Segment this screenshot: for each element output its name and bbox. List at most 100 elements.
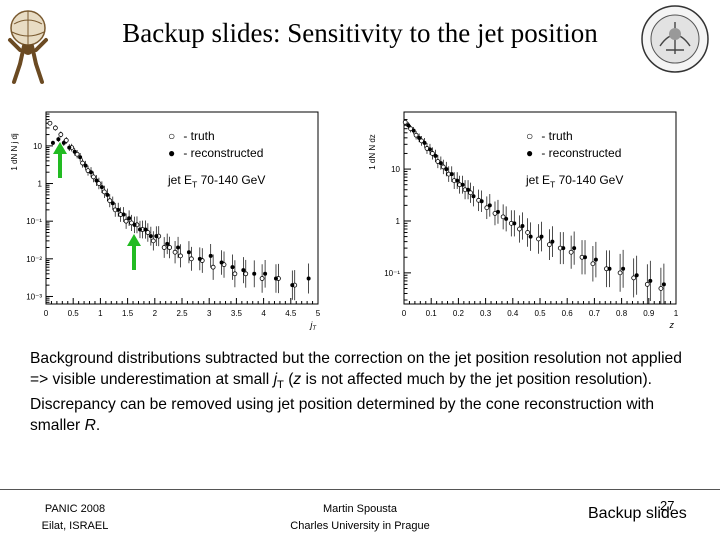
reco-point [406,123,411,128]
reco-point [197,256,202,261]
x-tick-label: 4 [261,309,266,318]
footer-conference: PANIC 2008 Eilat, ISRAEL [41,503,109,532]
x-tick-label: 0 [44,309,49,318]
reco-point [422,140,427,145]
x-tick-label: 1 [98,309,103,318]
legend-truth-marker: ○ [526,129,534,143]
reco-point [165,241,170,246]
slide-title: Backup slides: Sensitivity to the jet po… [122,18,598,48]
legend-reco-marker: ● [168,146,176,160]
plot-jt: 0 0.5 1 1.5 2 2.5 3 3.5 4 4.5 5 10⁻³ 10⁻² 10⁻¹ 1 10 jT 1 … [8,108,330,332]
truth-point [101,189,107,195]
x-tick-label: 3.5 [231,309,243,318]
truth-point [402,119,408,125]
reco-point [495,209,500,214]
x-tick-label: 1.5 [122,309,134,318]
reco-point [78,155,83,160]
reco-point [593,257,598,262]
reco-point [132,222,137,227]
truth-point [129,220,134,226]
reco-point [583,255,588,260]
legend-z: ○ - truth ● - reconstructed [526,128,621,162]
reco-point [512,221,517,226]
reco-point [455,178,460,183]
x-tick-label: 0.2 [453,309,465,318]
truth-point [468,190,473,196]
truth-point [167,245,173,250]
truth-point [259,276,265,281]
x-tick-label: 0.6 [562,309,574,318]
reco-point [110,201,115,206]
x-tick-label: 3 [207,309,212,318]
truth-point [500,214,506,220]
truth-point [517,226,522,232]
truth-point [52,125,58,131]
legend-truth-label: - truth [180,129,215,143]
truth-point [58,132,64,137]
x-tick-label: 1 [674,309,679,318]
chart-jt: 0 0.5 1 1.5 2 2.5 3 3.5 4 4.5 5 10⁻³ 10⁻² 10⁻¹ 1 10 jT 1 … [10,111,321,332]
truth-point [47,120,53,126]
truth-point [525,230,531,235]
up-arrow-icon [53,142,67,178]
reco-point [417,135,422,140]
jet-et-annotation-jt: jet ET 70-140 GeV [168,173,266,190]
reco-point [634,273,639,278]
truth-point [74,151,80,157]
legend-reco-marker: ● [526,146,534,160]
truth-point [631,275,637,281]
x-tick-label: 0.4 [507,309,519,318]
truth-point [243,271,249,277]
reco-point [550,239,555,244]
jet-et-annotation-z: jet ET 70-140 GeV [526,173,624,190]
truth-point [590,261,596,267]
truth-point [210,264,216,270]
body-paragraph: Background distributions subtracted but … [30,350,682,434]
section-label: Backup slides [588,505,687,522]
footer-author: Martin Spousta Charles University in Pra… [290,503,430,532]
reco-point [427,147,432,152]
reco-point [127,216,132,221]
reco-point [607,266,612,271]
reco-point [479,199,484,204]
x-tick-label: 5 [316,309,321,318]
y-axis-label: 1 dN N dz [368,134,377,170]
truth-point [658,286,664,291]
y-tick-label: 10⁻¹ [26,217,42,226]
truth-point [484,205,490,211]
reco-point [219,260,224,265]
truth-point [536,236,541,242]
reco-point [105,192,110,197]
reco-point [72,149,77,154]
reco-point [520,224,525,229]
x-tick-label: 0.9 [643,309,655,318]
reco-point [89,170,94,175]
reco-point [143,227,148,232]
x-tick-label: 0.3 [480,309,492,318]
reco-point [487,203,492,208]
y-tick-label: 1 [38,180,43,189]
truth-point [161,245,167,250]
x-tick-label: 0.7 [589,309,601,318]
plot-z: 0 0.1 0.2 0.3 0.4 0.5 0.6 0.7 0.8 0.9 1 10⁻¹ 1 10 z 1 d… [366,108,688,330]
reco-point [230,265,235,270]
reco-point [67,145,72,150]
reco-point [460,182,465,187]
reco-point [504,216,509,221]
y-tick-label: 10⁻² [26,255,42,264]
x-axis-label: jT [309,320,317,330]
reco-point [61,140,66,145]
truth-point [150,238,156,244]
reco-point [411,128,416,133]
reco-point [186,250,191,255]
truth-point [96,181,102,186]
truth-point [145,230,151,235]
reco-point [433,153,438,158]
footer-divider [0,489,720,490]
reco-point [252,271,257,276]
reco-point [154,234,159,239]
reco-point [137,227,142,232]
reco-point [148,234,153,239]
reco-point [438,161,443,166]
truth-point [568,249,574,255]
